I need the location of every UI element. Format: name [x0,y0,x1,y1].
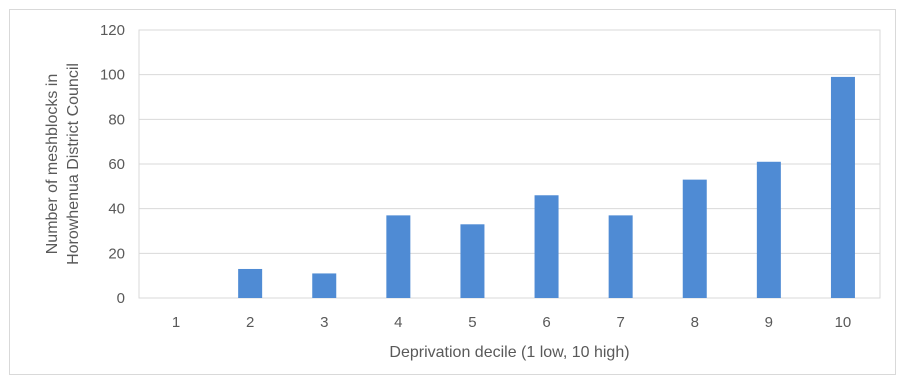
bar [608,215,633,298]
y-axis-title-line-2: Horowhenua District Council [65,63,82,265]
x-tick-label: 6 [542,314,550,331]
x-axis-title: Deprivation decile (1 low, 10 high) [389,344,629,361]
y-tick-label: 60 [108,156,125,173]
bar [534,195,559,298]
y-tick-label: 40 [108,201,125,218]
bar [830,76,855,299]
x-tick-label: 1 [172,314,180,331]
bar [238,268,263,298]
y-axis-tick-labels: 0 20 40 60 80 100 120 [100,22,125,307]
bar [756,161,781,298]
y-tick-label: 120 [100,22,125,39]
plot-area-border [138,29,881,299]
x-tick-label: 2 [246,314,254,331]
y-tick-label: 0 [117,290,125,307]
bar [386,215,411,298]
y-tick-label: 80 [108,111,125,128]
chart-frame [9,9,896,375]
x-tick-label: 4 [394,314,402,331]
x-tick-label: 10 [835,314,852,331]
x-tick-label: 9 [765,314,773,331]
y-axis-title: Number of meshblocks in Horowhenua Distr… [44,63,82,265]
x-axis-tick-labels: 1 2 3 4 5 6 7 8 9 10 [172,314,851,331]
y-tick-label: 100 [100,67,125,84]
x-tick-label: 8 [691,314,699,331]
bars [238,76,855,299]
bar [460,224,485,298]
x-tick-label: 5 [468,314,476,331]
y-axis-title-line-1: Number of meshblocks in [44,74,61,255]
x-tick-label: 3 [320,314,328,331]
y-tick-label: 20 [108,245,125,262]
bar [312,273,337,298]
bar [682,179,707,298]
x-tick-label: 7 [616,314,624,331]
